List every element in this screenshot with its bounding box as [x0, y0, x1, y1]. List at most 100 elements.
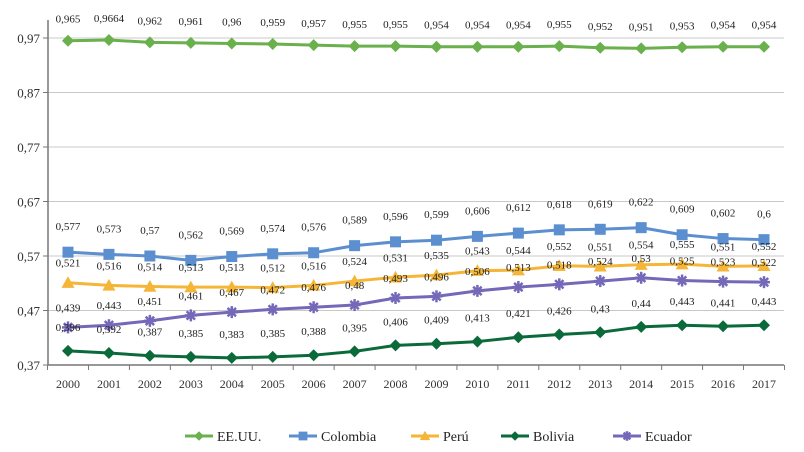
- legend-label: Colombia: [321, 430, 377, 445]
- x-tick-label: 2002: [138, 377, 162, 391]
- series-line-bolivia: [67, 323, 765, 360]
- series-colombia: [62, 222, 770, 266]
- x-axis-ticks: 2000 2001 2002 2003 2004 2005 2006 2007 2008 2009…: [47, 365, 785, 391]
- data-point-bolivia: [62, 344, 74, 357]
- data-label-per: 0,552: [547, 241, 572, 253]
- series-line-per: [67, 262, 765, 290]
- data-point-per: [225, 280, 239, 293]
- data-point-per: [634, 258, 648, 270]
- data-label-per: 0,514: [138, 262, 163, 274]
- legend-label: Bolivia: [533, 430, 575, 445]
- data-point-eeuu: [471, 40, 484, 53]
- data-point-ecuador: [143, 314, 156, 327]
- data-point-eeuu: [594, 41, 607, 54]
- data-point-bolivia: [430, 337, 443, 350]
- data-label-per: 0,516: [97, 260, 122, 272]
- data-label-colombia: 0,6: [757, 209, 771, 221]
- data-label-ecuador: 0,523: [711, 257, 736, 269]
- data-label-ecuador: 0,522: [752, 257, 777, 269]
- data-label-per: 0,551: [588, 241, 613, 253]
- data-point-colombia: [430, 234, 442, 246]
- data-point-bolivia: [635, 320, 648, 333]
- data-label-colombia: 0,599: [424, 209, 449, 221]
- data-label-ecuador: 0,461: [178, 290, 203, 302]
- series-ecuador: [62, 271, 770, 334]
- x-tick-label: 2017: [752, 377, 776, 391]
- data-point-colombia: [62, 246, 74, 258]
- data-point-eeuu: [225, 37, 238, 50]
- data-label-eeuu: 0,954: [465, 20, 490, 32]
- data-point-bolivia: [594, 326, 607, 339]
- data-point-colombia: [103, 248, 115, 260]
- data-label-per: 0,513: [219, 262, 244, 274]
- y-tick-label: 0,57: [17, 249, 40, 264]
- x-tick-label: 2010: [465, 377, 489, 391]
- data-point-eeuu: [102, 33, 115, 46]
- data-label-per: 0,513: [178, 262, 203, 274]
- data-label-eeuu: 0,951: [629, 21, 654, 33]
- data-point-colombia: [308, 247, 320, 259]
- data-point-per: [716, 259, 730, 272]
- data-point-colombia: [553, 224, 565, 236]
- data-label-colombia: 0,569: [219, 226, 244, 238]
- x-tick-label: 2008: [384, 377, 408, 391]
- x-tick-label: 2006: [302, 377, 326, 391]
- data-label-per: 0,512: [260, 263, 285, 275]
- x-tick-label: 2013: [588, 377, 612, 391]
- data-point-eeuu: [348, 40, 361, 53]
- data-label-per: 0,552: [752, 241, 777, 253]
- data-point-ecuador: [635, 271, 648, 284]
- y-tick-label: 0,97: [17, 31, 40, 46]
- data-label-eeuu: 0,9664: [94, 13, 125, 25]
- data-label-colombia: 0,562: [178, 229, 203, 241]
- data-point-eeuu: [307, 39, 320, 52]
- data-label-colombia: 0,612: [506, 202, 531, 214]
- data-label-colombia: 0,577: [56, 221, 81, 233]
- data-label-colombia: 0,609: [670, 204, 695, 216]
- data-point-colombia: [471, 230, 483, 242]
- data-point-ecuador: [307, 301, 320, 314]
- legend-marker-icon: [194, 431, 204, 441]
- data-label-eeuu: 0,961: [178, 16, 203, 28]
- data-label-colombia: 0,606: [465, 205, 490, 217]
- legend-item-colombia: Colombia: [289, 430, 377, 445]
- data-label-colombia: 0,619: [588, 198, 613, 210]
- legend-item-ecuador: Ecuador: [613, 430, 692, 445]
- data-point-colombia: [144, 250, 156, 262]
- data-point-colombia: [390, 236, 402, 248]
- legend-marker-icon: [298, 431, 308, 441]
- data-label-ecuador: 0,513: [506, 262, 531, 274]
- data-label-bolivia: 0,44: [632, 298, 652, 310]
- x-tick-label: 2009: [424, 377, 448, 391]
- data-label-eeuu: 0,959: [260, 17, 285, 29]
- data-label-ecuador: 0,53: [632, 253, 652, 265]
- data-label-bolivia: 0,388: [301, 326, 326, 338]
- legend-item-eeuu: EE.UU.: [185, 430, 261, 445]
- data-label-bolivia: 0,421: [506, 308, 531, 320]
- data-point-colombia: [758, 234, 770, 246]
- data-point-ecuador: [512, 281, 525, 294]
- series-line-eeuu: [67, 38, 764, 50]
- data-label-bolivia: 0,383: [219, 329, 244, 341]
- legend-marker-icon: [510, 431, 520, 441]
- data-point-bolivia: [143, 349, 156, 362]
- data-point-per: [470, 264, 484, 276]
- data-label-eeuu: 0,954: [752, 20, 777, 32]
- data-point-bolivia: [348, 345, 361, 358]
- data-point-bolivia: [676, 319, 689, 332]
- data-label-ecuador: 0,506: [465, 266, 490, 278]
- data-point-colombia: [676, 229, 688, 241]
- data-point-bolivia: [266, 350, 279, 363]
- data-point-eeuu: [430, 40, 443, 53]
- series-bolivia: [62, 319, 770, 364]
- legend-label: EE.UU.: [217, 430, 261, 445]
- x-tick-label: 2001: [97, 377, 121, 391]
- data-label-eeuu: 0,955: [342, 19, 367, 31]
- data-label-eeuu: 0,962: [138, 15, 163, 27]
- data-label-per: 0,551: [711, 241, 736, 253]
- data-point-eeuu: [717, 40, 730, 53]
- data-label-bolivia: 0,395: [342, 322, 367, 334]
- data-label-bolivia: 0,441: [711, 297, 736, 309]
- x-tick-label: 2000: [56, 377, 80, 391]
